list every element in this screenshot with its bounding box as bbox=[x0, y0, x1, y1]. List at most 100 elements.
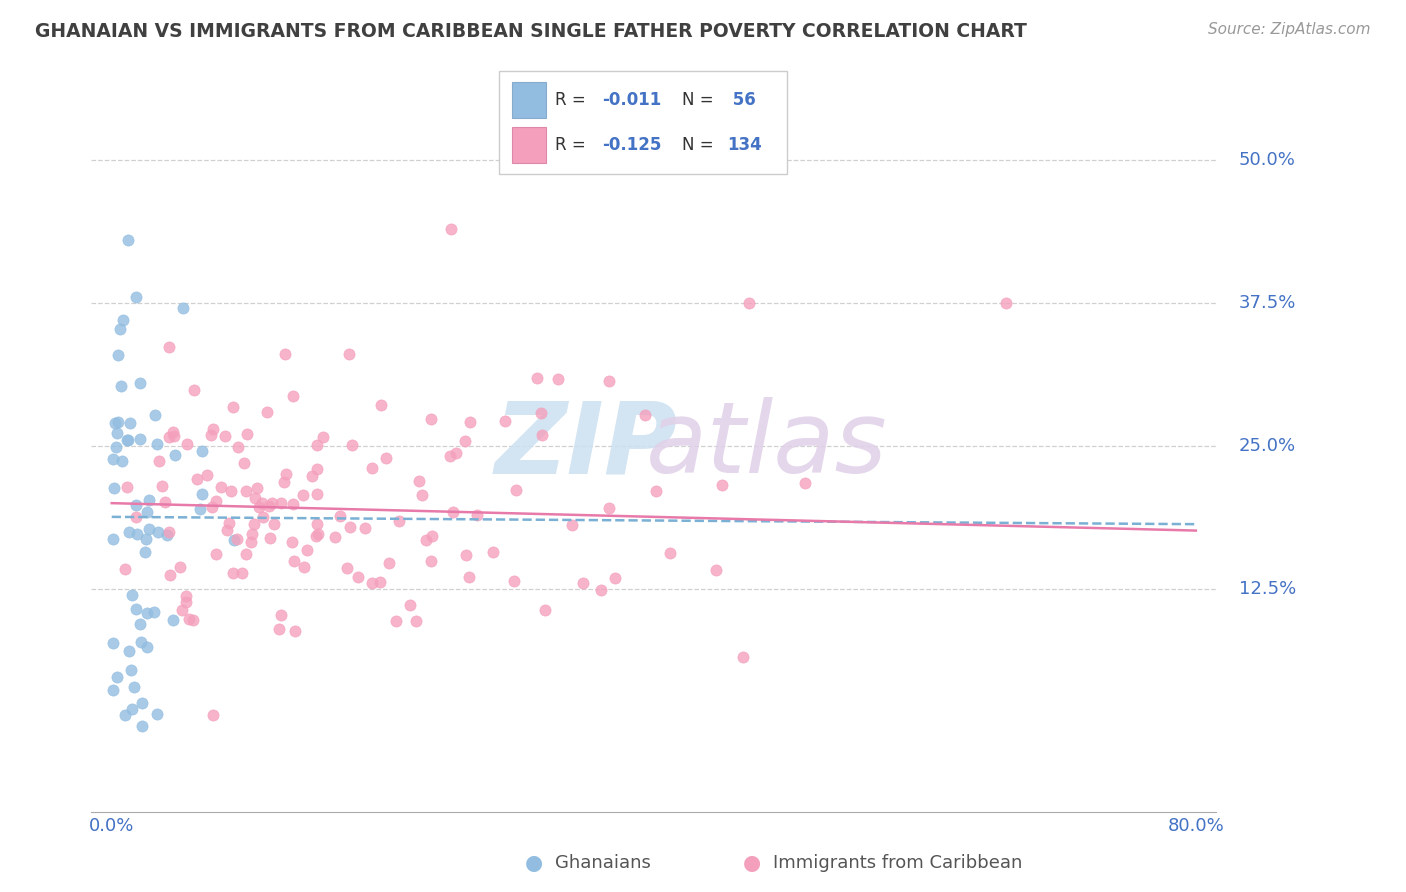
Point bbox=[233, 456, 256, 470]
Point bbox=[263, 516, 285, 531]
Point bbox=[226, 532, 249, 546]
Point bbox=[156, 528, 179, 542]
Point bbox=[441, 505, 464, 519]
Point bbox=[560, 518, 582, 533]
Point bbox=[124, 680, 146, 694]
Point bbox=[281, 497, 304, 511]
Point bbox=[415, 533, 437, 548]
Point bbox=[502, 574, 524, 589]
Point bbox=[270, 608, 292, 623]
Text: Source: ZipAtlas.com: Source: ZipAtlas.com bbox=[1208, 22, 1371, 37]
Text: GHANAIAN VS IMMIGRANTS FROM CARIBBEAN SINGLE FATHER POVERTY CORRELATION CHART: GHANAIAN VS IMMIGRANTS FROM CARIBBEAN SI… bbox=[35, 22, 1026, 41]
Point bbox=[202, 422, 225, 436]
Point bbox=[101, 532, 124, 546]
Point bbox=[138, 523, 160, 537]
Point bbox=[644, 483, 666, 498]
Point bbox=[240, 527, 263, 541]
Point bbox=[111, 313, 134, 327]
Point bbox=[281, 535, 304, 549]
Point bbox=[273, 475, 295, 490]
Point bbox=[101, 636, 124, 650]
Point bbox=[419, 412, 441, 426]
Point bbox=[242, 516, 264, 531]
Point bbox=[200, 428, 222, 442]
Text: 134: 134 bbox=[727, 136, 762, 154]
Point bbox=[603, 571, 626, 585]
Point bbox=[145, 707, 167, 722]
Point bbox=[118, 524, 141, 539]
Point bbox=[125, 290, 148, 304]
Point bbox=[598, 375, 620, 389]
Point bbox=[118, 644, 141, 658]
Point bbox=[121, 702, 143, 716]
Point bbox=[465, 508, 488, 522]
Point bbox=[419, 553, 441, 567]
Point bbox=[129, 616, 152, 631]
Point bbox=[297, 542, 319, 557]
Point bbox=[188, 502, 211, 516]
Point bbox=[246, 481, 269, 495]
Text: 12.5%: 12.5% bbox=[1239, 580, 1296, 598]
Point bbox=[108, 322, 131, 336]
Point bbox=[456, 548, 478, 562]
Point bbox=[136, 640, 159, 654]
Point bbox=[250, 495, 273, 509]
Point bbox=[179, 612, 201, 626]
Point bbox=[214, 429, 236, 443]
Point bbox=[143, 605, 166, 619]
Point bbox=[101, 682, 124, 697]
Point bbox=[201, 500, 224, 515]
Point bbox=[794, 475, 817, 490]
Point bbox=[222, 400, 245, 414]
Point bbox=[145, 437, 167, 451]
Text: 25.0%: 25.0% bbox=[1239, 437, 1296, 455]
Point bbox=[162, 614, 184, 628]
Point bbox=[157, 341, 180, 355]
Point bbox=[361, 576, 384, 591]
Point bbox=[354, 521, 377, 535]
Point bbox=[186, 473, 208, 487]
Point bbox=[257, 499, 280, 513]
Point bbox=[236, 427, 259, 442]
Text: N =: N = bbox=[682, 136, 718, 154]
Text: Immigrants from Caribbean: Immigrants from Caribbean bbox=[773, 855, 1022, 872]
Point bbox=[131, 696, 153, 710]
Point bbox=[117, 233, 139, 247]
Point bbox=[598, 500, 620, 515]
Text: atlas: atlas bbox=[645, 398, 887, 494]
Point bbox=[111, 454, 134, 468]
Point bbox=[704, 563, 727, 577]
Point bbox=[191, 443, 214, 458]
Point bbox=[494, 414, 516, 428]
Point bbox=[174, 595, 197, 609]
Point bbox=[107, 415, 129, 429]
Point bbox=[589, 583, 612, 598]
Point bbox=[120, 663, 142, 677]
Point bbox=[128, 432, 150, 446]
Point bbox=[408, 474, 430, 488]
Point bbox=[240, 535, 263, 549]
Point bbox=[155, 495, 177, 509]
Point bbox=[221, 566, 243, 581]
Point bbox=[270, 496, 292, 510]
Point bbox=[235, 547, 257, 561]
Point bbox=[117, 433, 139, 447]
Point bbox=[107, 347, 129, 362]
Point bbox=[135, 606, 157, 620]
Point bbox=[405, 614, 427, 628]
Point bbox=[273, 347, 295, 361]
Point bbox=[218, 516, 240, 531]
Point bbox=[136, 505, 159, 519]
Point bbox=[634, 408, 657, 422]
Point bbox=[458, 415, 481, 429]
Point bbox=[117, 480, 139, 494]
Point bbox=[291, 488, 314, 502]
Point bbox=[252, 510, 274, 524]
Text: N =: N = bbox=[682, 91, 718, 109]
Point bbox=[284, 624, 307, 638]
Text: 50.0%: 50.0% bbox=[1239, 152, 1295, 169]
Point bbox=[159, 568, 181, 582]
Point bbox=[205, 493, 228, 508]
Point bbox=[125, 498, 148, 512]
Point bbox=[129, 376, 152, 391]
